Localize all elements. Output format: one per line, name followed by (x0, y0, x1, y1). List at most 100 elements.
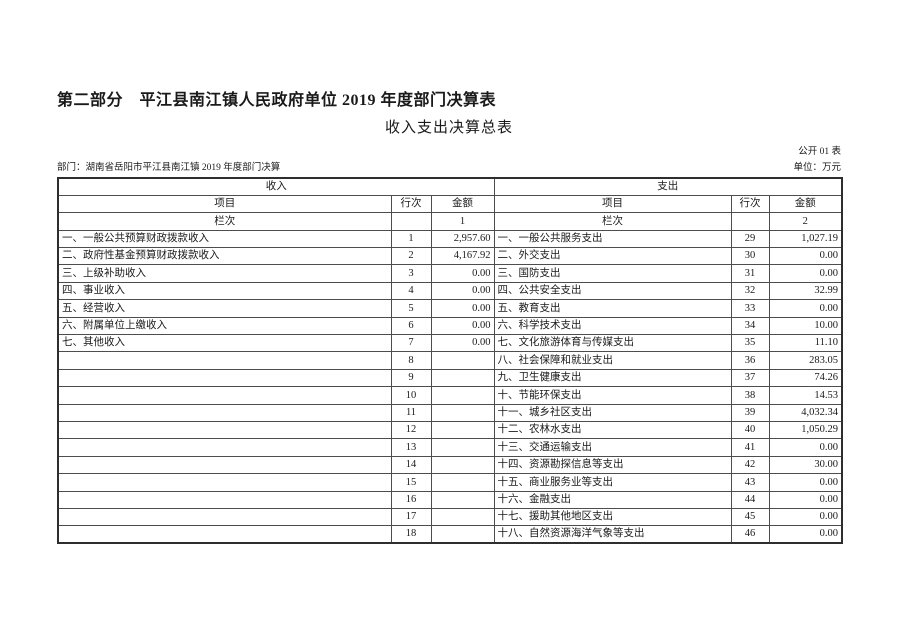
table-row: 15 十五、商业服务业等支出 43 0.00 (57, 473, 843, 492)
income-amount-cell (430, 490, 495, 509)
table-row: 17 十七、援助其他地区支出 45 0.00 (57, 507, 843, 527)
income-amount-cell (430, 420, 495, 440)
expense-amount-cell: 0.00 (768, 264, 843, 283)
expense-line-cell: 38 (730, 386, 770, 405)
expense-line-header: 行次 (730, 194, 770, 214)
income-item-cell: 六、附属单位上缴收入 (57, 316, 392, 336)
income-line-cell: 6 (390, 316, 432, 336)
income-amount-cell (430, 438, 495, 457)
department-label: 部门：湖南省岳阳市平江县南江镇 2019 年度部门决算 (57, 163, 281, 173)
expense-amount-cell: 0.00 (768, 507, 843, 527)
income-item-cell (57, 403, 392, 422)
expense-amount-cell: 0.00 (768, 490, 843, 509)
income-colindex-value: 1 (430, 212, 495, 231)
income-line-cell: 2 (390, 247, 432, 266)
expense-item-cell: 十二、农林水支出 (493, 420, 732, 440)
income-line-cell: 10 (390, 386, 432, 405)
budget-table: 收入 支出 项目 行次 金额 项目 行次 金额 栏次 1 栏次 2 一、一般公共… (57, 177, 843, 545)
income-item-cell: 四、事业收入 (57, 281, 392, 301)
income-amount-cell (430, 507, 495, 527)
table-row: 五、经营收入 5 0.00 五、教育支出 33 0.00 (57, 299, 843, 318)
expense-item-cell: 二、外交支出 (493, 247, 732, 266)
expense-line-cell: 30 (730, 247, 770, 266)
page-subtitle: 收入支出决算总表 (384, 120, 513, 136)
expense-line-cell: 42 (730, 455, 770, 475)
expense-amount-cell: 1,027.19 (768, 229, 843, 249)
expense-colindex-value: 2 (768, 212, 843, 231)
income-line-cell: 12 (390, 420, 432, 440)
table-row: 12 十二、农林水支出 40 1,050.29 (57, 420, 843, 440)
expense-item-cell: 六、科学技术支出 (493, 316, 732, 336)
table-row: 一、一般公共预算财政拨款收入 1 2,957.60 一、一般公共服务支出 29 1,027… (57, 229, 843, 249)
income-amount-cell: 0.00 (430, 316, 495, 336)
table-row: 13 十三、交通运输支出 41 0.00 (57, 438, 843, 457)
income-item-cell: 五、经营收入 (57, 299, 392, 318)
income-amount-cell (430, 455, 495, 475)
table-row: 8 八、社会保障和就业支出 36 283.05 (57, 351, 843, 370)
table-meta-row: 部门：湖南省岳阳市平江县南江镇 2019 年度部门决算 单位：万元 (57, 159, 841, 173)
table-row: 二、政府性基金预算财政拨款收入 2 4,167.92 二、外交支出 30 0.00 (57, 247, 843, 266)
expense-line-cell: 46 (730, 525, 770, 544)
expense-amount-cell: 14.53 (768, 386, 843, 405)
income-item-cell (57, 490, 392, 509)
expense-item-cell: 十五、商业服务业等支出 (493, 473, 732, 492)
expense-amount-cell: 0.00 (768, 247, 843, 266)
expense-line-cell: 35 (730, 334, 770, 353)
income-amount-cell: 2,957.60 (430, 229, 495, 249)
income-item-cell (57, 351, 392, 370)
income-amount-cell (430, 473, 495, 492)
income-line-cell: 11 (390, 403, 432, 422)
expense-item-cell: 十一、城乡社区支出 (493, 403, 732, 422)
section-header-row: 收入 支出 (57, 177, 843, 196)
income-amount-cell: 0.00 (430, 299, 495, 318)
income-item-cell (57, 386, 392, 405)
income-line-cell: 8 (390, 351, 432, 370)
income-amount-cell (430, 368, 495, 388)
income-item-cell (57, 507, 392, 527)
expense-amount-cell: 1,050.29 (768, 420, 843, 440)
expense-amount-cell: 0.00 (768, 473, 843, 492)
expense-amount-header: 金额 (768, 194, 843, 214)
table-row: 16 十六、金融支出 44 0.00 (57, 490, 843, 509)
income-line-cell: 18 (390, 525, 432, 544)
expense-amount-cell: 0.00 (768, 438, 843, 457)
expense-item-cell: 三、国防支出 (493, 264, 732, 283)
income-line-cell: 9 (390, 368, 432, 388)
expense-line-cell: 36 (730, 351, 770, 370)
expense-line-cell: 33 (730, 299, 770, 318)
expense-line-cell: 37 (730, 368, 770, 388)
table-row: 三、上级补助收入 3 0.00 三、国防支出 31 0.00 (57, 264, 843, 283)
expense-line-cell: 45 (730, 507, 770, 527)
income-item-cell (57, 525, 392, 544)
income-line-cell: 5 (390, 299, 432, 318)
table-row: 10 十、节能环保支出 38 14.53 (57, 386, 843, 405)
income-amount-cell: 0.00 (430, 264, 495, 283)
expense-line-cell: 29 (730, 229, 770, 249)
table-row: 18 十八、自然资源海洋气象等支出 46 0.00 (57, 525, 843, 544)
unit-label: 单位：万元 (793, 163, 841, 173)
income-item-cell (57, 420, 392, 440)
expense-item-header: 项目 (493, 194, 732, 214)
income-amount-cell (430, 525, 495, 544)
income-amount-header: 金额 (430, 194, 495, 214)
expense-line-cell: 32 (730, 281, 770, 301)
income-item-cell (57, 438, 392, 457)
expense-item-cell: 七、文化旅游体育与传媒支出 (493, 334, 732, 353)
table-row: 四、事业收入 4 0.00 四、公共安全支出 32 32.99 (57, 281, 843, 301)
page-title: 第二部分 平江县南江镇人民政府单位 2019 年度部门决算表 (57, 92, 497, 109)
expense-line-cell: 43 (730, 473, 770, 492)
income-colindex-line (390, 212, 432, 231)
table-row: 9 九、卫生健康支出 37 74.26 (57, 368, 843, 388)
expense-section-header: 支出 (493, 177, 843, 196)
table-row: 七、其他收入 7 0.00 七、文化旅游体育与传媒支出 35 11.10 (57, 334, 843, 353)
expense-amount-cell: 283.05 (768, 351, 843, 370)
expense-amount-cell: 10.00 (768, 316, 843, 336)
income-line-cell: 15 (390, 473, 432, 492)
expense-item-cell: 一、一般公共服务支出 (493, 229, 732, 249)
income-item-cell (57, 455, 392, 475)
expense-item-cell: 十三、交通运输支出 (493, 438, 732, 457)
expense-item-cell: 十、节能环保支出 (493, 386, 732, 405)
income-line-cell: 14 (390, 455, 432, 475)
income-item-cell (57, 473, 392, 492)
